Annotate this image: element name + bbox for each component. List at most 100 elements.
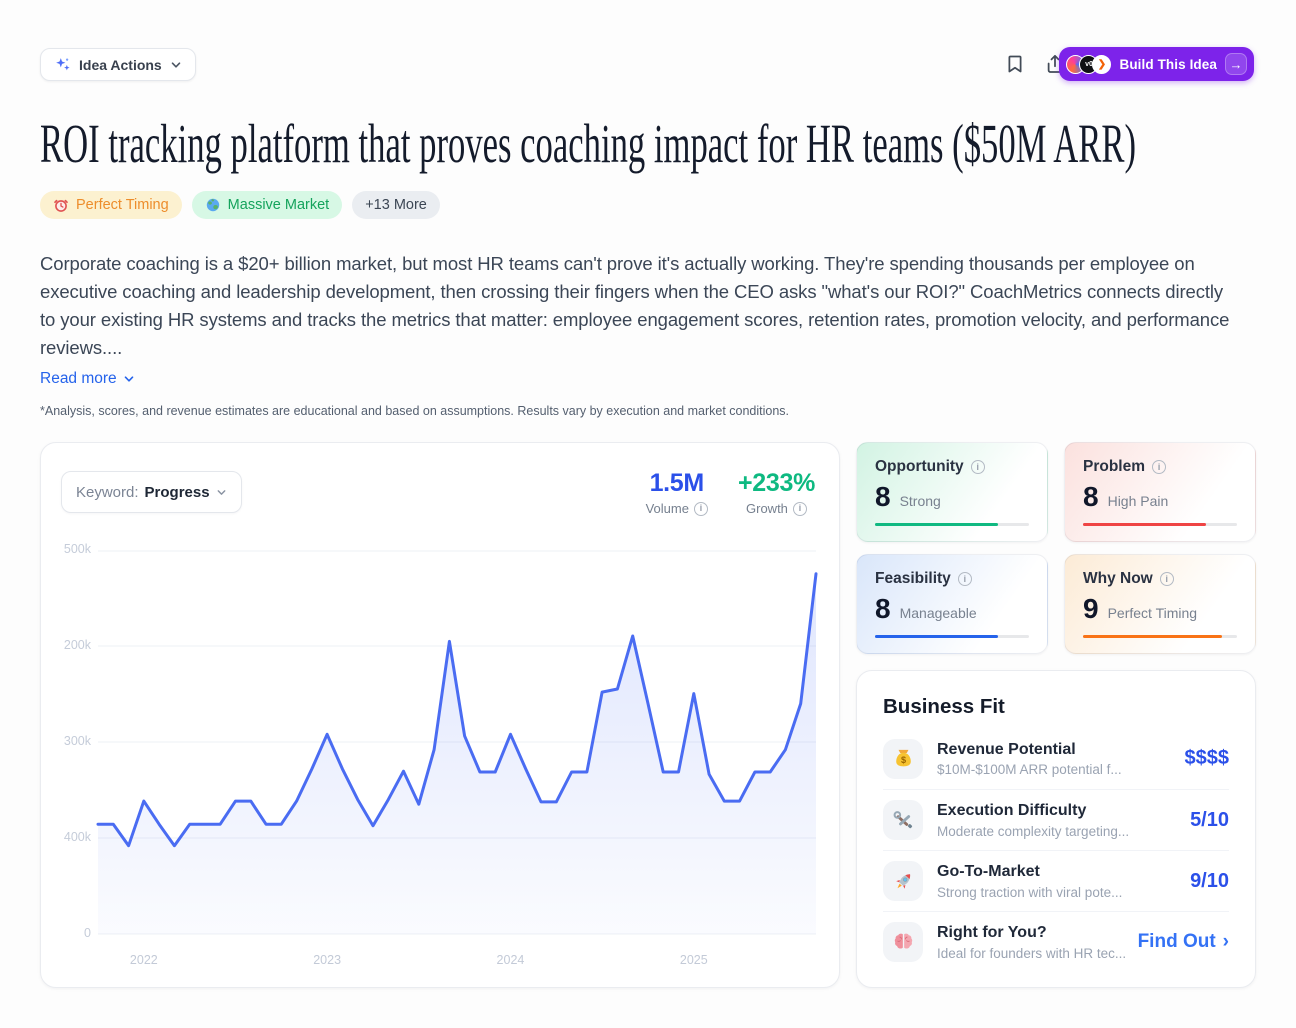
tag-massive-market[interactable]: Massive Market <box>191 191 343 219</box>
read-more-label: Read more <box>40 370 117 387</box>
score-progress-fill <box>875 523 999 526</box>
chart-trend-line <box>96 572 818 848</box>
tag-label: Massive Market <box>227 197 330 213</box>
info-icon[interactable]: i <box>957 572 972 586</box>
fit-row-right-for-you: Right for You? Ideal for founders with HR… <box>883 911 1229 972</box>
score-progress-fill <box>1083 523 1207 526</box>
read-more-link[interactable]: Read more <box>40 370 135 388</box>
keyword-trend-chart <box>96 550 818 935</box>
fit-row-subtitle: $10M-$100M ARR potential f... <box>937 762 1122 778</box>
score-card-opportunity: Opportunity i 8 Strong <box>856 442 1048 542</box>
info-icon[interactable]: i <box>970 460 985 474</box>
score-card-feasibility: Feasibility i 8 Manageable <box>856 554 1048 654</box>
fit-row-subtitle: Moderate complexity targeting... <box>937 823 1130 839</box>
score-progress-track <box>1083 635 1237 638</box>
hammer-wrench-icon <box>892 809 915 832</box>
build-button-label: Build This Idea <box>1119 56 1217 72</box>
bookmark-icon <box>1004 53 1026 75</box>
idea-actions-button[interactable]: Idea Actions <box>40 48 196 81</box>
tag-label: +13 More <box>365 197 427 213</box>
bookmark-button[interactable] <box>1002 52 1028 78</box>
y-tick-label: 0 <box>84 926 91 940</box>
tag-13-more[interactable]: +13 More <box>352 191 440 219</box>
alarm-clock-icon <box>53 197 69 213</box>
tag-perfect-timing[interactable]: Perfect Timing <box>40 191 182 219</box>
volume-stat: 1.5M Volume i <box>646 469 708 516</box>
fit-row-value: 5/10 <box>1190 808 1229 831</box>
fit-row-subtitle: Ideal for founders with HR tec... <box>937 945 1127 961</box>
fit-icon-box <box>883 861 923 901</box>
score-value: 8 <box>1083 481 1099 512</box>
growth-label: Growth <box>746 501 788 516</box>
score-title: Opportunity <box>875 458 964 475</box>
score-label: High Pain <box>1107 493 1169 509</box>
x-tick-label: 2022 <box>129 953 158 967</box>
fit-row-go-to-market: Go-To-Market Strong traction with viral p… <box>883 850 1229 911</box>
bolt-logo-icon: ❯ <box>1092 54 1112 74</box>
growth-stat: +233% Growth i <box>738 469 815 516</box>
growth-info-icon[interactable]: i <box>792 501 807 516</box>
fit-row-title: Revenue Potential <box>937 740 1076 758</box>
business-fit-title: Business Fit <box>883 695 1005 718</box>
score-value: 9 <box>1083 593 1099 624</box>
score-title: Feasibility <box>875 570 951 587</box>
keyword-dropdown-label: Keyword: <box>76 483 139 501</box>
volume-info-icon[interactable]: i <box>693 501 708 516</box>
volume-label: Volume <box>645 501 689 516</box>
brain-icon <box>892 931 915 954</box>
info-icon[interactable]: i <box>1152 460 1167 474</box>
chevron-down-icon <box>123 373 135 385</box>
fit-icon-box: $ <box>883 738 923 779</box>
chevron-right-icon: › <box>1222 931 1229 952</box>
info-icon[interactable]: i <box>1159 572 1174 586</box>
score-card-problem: Problem i 8 High Pain <box>1064 442 1256 542</box>
volume-value: 1.5M <box>649 469 705 497</box>
chart-area-fill <box>98 573 816 934</box>
page-title: ROI tracking platform that proves coachi… <box>40 113 1137 174</box>
tag-label: Perfect Timing <box>76 197 169 213</box>
score-progress-track <box>875 523 1029 526</box>
score-value: 8 <box>875 481 891 512</box>
score-progress-fill <box>1083 635 1222 638</box>
x-tick-label: 2025 <box>679 953 708 967</box>
find-out-label: Find Out <box>1137 931 1216 952</box>
fit-row-value: $$$$ <box>1184 747 1230 769</box>
builder-logos: v0 ❯ <box>1066 54 1112 74</box>
score-progress-track <box>875 635 1029 638</box>
score-progress-track <box>1083 523 1237 526</box>
rocket-icon <box>892 870 915 893</box>
arrow-right-icon: → <box>1225 53 1247 75</box>
find-out-link[interactable]: Find Out › <box>1138 931 1229 953</box>
score-card-why-now: Why Now i 9 Perfect Timing <box>1064 554 1256 654</box>
business-fit-rows: $ Revenue Potential $10M-$100M ARR potenti… <box>883 728 1229 972</box>
business-fit-card: Business Fit $ Revenue Potential $10M-$100… <box>856 670 1256 988</box>
fit-icon-box <box>883 800 923 840</box>
fit-row-value: 9/10 <box>1190 869 1229 892</box>
svg-text:$: $ <box>900 755 905 765</box>
tags-row: Perfect Timing Massive Market +13 More <box>40 191 440 219</box>
y-tick-label: 200k <box>63 638 91 652</box>
keyword-dropdown-value: Progress <box>144 483 210 501</box>
keyword-trend-card: Keyword: Progress 1.5M Volume i +233% Gr… <box>40 442 840 988</box>
fit-icon-box <box>883 922 923 962</box>
idea-actions-label: Idea Actions <box>79 56 162 73</box>
score-value: 8 <box>875 593 891 624</box>
fit-row-subtitle: Strong traction with viral pote... <box>937 884 1123 900</box>
x-tick-label: 2024 <box>496 953 525 967</box>
score-label: Manageable <box>899 605 977 621</box>
fit-row-title: Right for You? <box>937 924 1047 942</box>
keyword-dropdown[interactable]: Keyword: Progress <box>61 471 242 513</box>
chevron-down-icon <box>216 487 227 498</box>
score-progress-fill <box>875 635 999 638</box>
idea-description: Corporate coaching is a $20+ billion mar… <box>40 253 1230 358</box>
globe-icon <box>205 197 221 213</box>
build-this-idea-button[interactable]: v0 ❯ Build This Idea → <box>1059 47 1254 81</box>
fit-row-title: Execution Difficulty <box>937 802 1087 820</box>
sparkles-icon <box>54 56 71 73</box>
growth-value: +233% <box>737 469 815 497</box>
y-tick-label: 400k <box>63 830 91 844</box>
score-label: Strong <box>899 493 941 509</box>
keyword-stats: 1.5M Volume i +233% Growth i <box>646 469 816 516</box>
fit-row-execution-difficulty: Execution Difficulty Moderate complexity … <box>883 789 1229 850</box>
